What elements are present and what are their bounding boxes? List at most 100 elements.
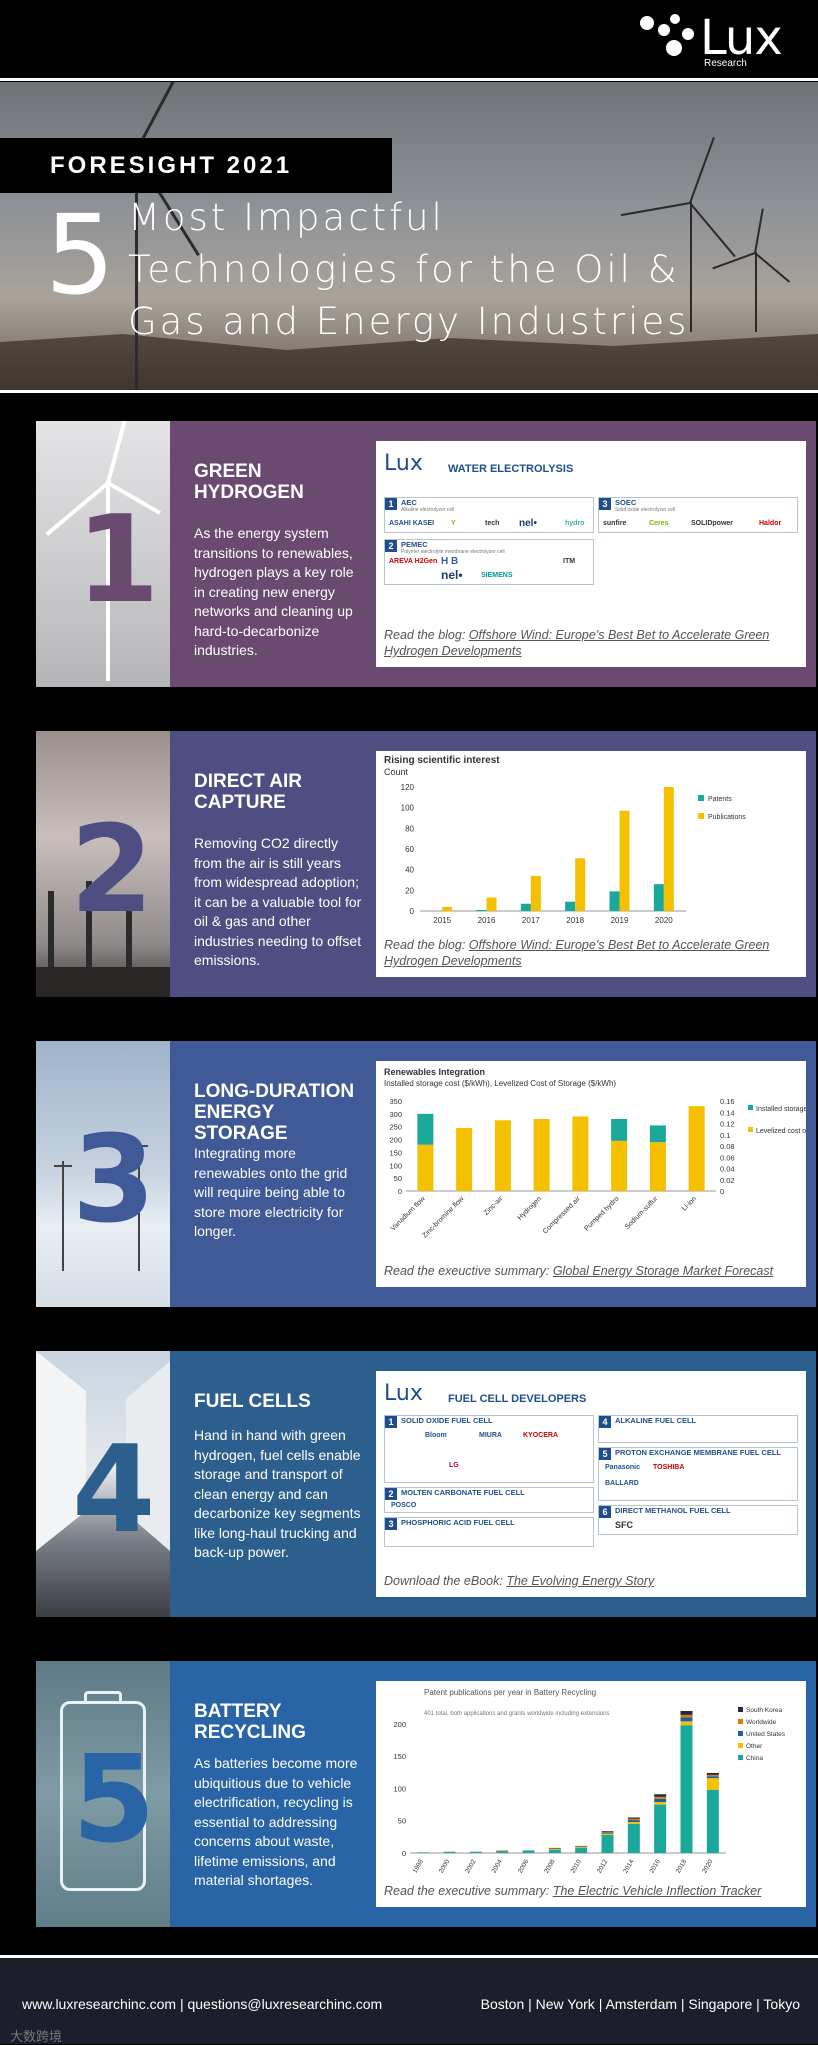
section-direct-air-capture: 2 DIRECT AIR CAPTURE Removing CO2 direct…: [36, 731, 816, 997]
bar: [706, 1772, 719, 1775]
company-logo: Haldor: [759, 520, 782, 527]
chart-title: Renewables Integration: [384, 1067, 485, 1077]
x-tick-label: 2004: [491, 1858, 504, 1874]
category-label: PHOSPHORIC ACID FUEL CELL: [401, 1518, 515, 1527]
category-label: MOLTEN CARBONATE FUEL CELL: [401, 1488, 525, 1497]
y-tick-label: 40: [405, 866, 414, 875]
bar: [627, 1823, 640, 1853]
ebook-link[interactable]: Download the eBook: The Evolving Energy …: [384, 1573, 784, 1589]
bar: [680, 1717, 693, 1722]
summary-link[interactable]: Read the exeuctive summary: Global Energ…: [384, 1263, 804, 1279]
x-tick-label: Hydrogen: [517, 1195, 543, 1221]
link-text[interactable]: The Evolving Energy Story: [506, 1574, 655, 1588]
y-tick-label: 200: [393, 1720, 406, 1729]
x-tick-label: 2000: [438, 1858, 451, 1874]
section-fuel-cells: 4 FUEL CELLS Hand in hand with green hyd…: [36, 1351, 816, 1617]
bar: [706, 1776, 719, 1779]
company-logo: H B: [441, 556, 459, 567]
section-image: 1: [36, 421, 170, 687]
section-energy-storage: 3 LONG-DURATION ENERGY STORAGE Integrati…: [36, 1041, 818, 1307]
link-text[interactable]: Offshore Wind: Europe's Best Bet to Acce…: [384, 938, 770, 968]
bar: [486, 897, 497, 911]
summary-link[interactable]: Read the executive summary: The Electric…: [384, 1883, 804, 1899]
lux-logo[interactable]: Lux Research: [640, 10, 790, 70]
bar: [680, 1721, 693, 1726]
chart-card: Rising scientific interest Count 0 20 40 60 80…: [376, 751, 806, 977]
bar: [649, 1125, 666, 1143]
x-tick-label: 2015: [433, 916, 451, 925]
bar: [706, 1774, 719, 1777]
foresight-tag: FORESIGHT 2021: [0, 138, 392, 193]
bar: [649, 1142, 666, 1191]
blog-link[interactable]: Read the blog: Offshore Wind: Europe's B…: [384, 627, 784, 659]
bar: [680, 1725, 693, 1853]
bar: [601, 1831, 614, 1832]
link-text[interactable]: Offshore Wind: Europe's Best Bet to Acce…: [384, 628, 770, 658]
legend-swatch: [698, 813, 704, 819]
footer: www.luxresearchinc.com | questions@luxre…: [0, 1958, 818, 2044]
bar: [565, 901, 576, 911]
y-tick-label: 150: [389, 1148, 402, 1157]
section-number: 1: [76, 491, 160, 630]
legend-label: Worldwide: [746, 1719, 777, 1726]
hero-number: 5: [45, 191, 115, 319]
legend-label: Publications: [708, 814, 746, 821]
legend-swatch: [738, 1719, 743, 1724]
company-logo: Panasonic: [605, 1464, 641, 1471]
bar: [663, 787, 674, 911]
category-number: 4: [599, 1416, 611, 1428]
hero-title: Most Impactful Technologies for the Oil …: [128, 196, 690, 343]
y2-tick-label: 0.08: [720, 1142, 735, 1151]
bar: [601, 1833, 614, 1835]
x-tick-label: 2018: [675, 1858, 688, 1874]
category-label: DIRECT METHANOL FUEL CELL: [615, 1506, 731, 1515]
bar: [496, 1851, 509, 1853]
x-tick-label: 2002: [464, 1858, 477, 1874]
chart-subtitle: Installed storage cost ($/kWh), Levelize…: [384, 1079, 616, 1088]
bar: [548, 1849, 561, 1850]
divider: [0, 1955, 818, 1958]
chart-card: Patent publications per year in Battery …: [376, 1681, 806, 1907]
category-label: PROTON EXCHANGE MEMBRANE FUEL CELL: [615, 1448, 781, 1457]
y2-tick-label: 0.14: [720, 1108, 735, 1117]
bar: [442, 906, 453, 911]
x-tick-label: 2006: [517, 1858, 530, 1874]
logo-sub: Research: [704, 58, 747, 69]
section-text: Integrating more renewables onto the gri…: [194, 1145, 348, 1239]
section-body: FUEL CELLS Hand in hand with green hydro…: [170, 1351, 816, 1617]
section-number: 5: [72, 1731, 156, 1870]
blog-link[interactable]: Read the blog: Offshore Wind: Europe's B…: [384, 937, 784, 969]
category-sub: Alkaline electrolyzer cell: [401, 507, 455, 513]
bar: [601, 1832, 614, 1834]
x-tick-label: 2018: [566, 916, 584, 925]
fuel-cell-card: Lux FUEL CELL DEVELOPERS 1 SOLID OXIDE F…: [376, 1371, 806, 1597]
section-battery-recycling: 5 BATTERY RECYCLING As batteries become …: [36, 1661, 816, 1927]
x-tick-label: 2014: [622, 1858, 635, 1874]
electrolysis-card: Lux WATER ELECTROLYSIS 1 AEC Alkaline el…: [376, 441, 806, 667]
bar: [601, 1834, 614, 1853]
link-text[interactable]: Global Energy Storage Market Forecast: [552, 1264, 774, 1278]
chart-card: Renewables Integration Installed storage …: [376, 1061, 818, 1287]
bar: [417, 1852, 430, 1853]
chart-title: Rising scientific interest: [384, 755, 500, 766]
link-text[interactable]: The Electric Vehicle Inflection Tracker: [552, 1884, 762, 1898]
bar: [548, 1848, 561, 1850]
section-text: Hand in hand with green hydrogen, fuel c…: [194, 1427, 361, 1560]
section-title: FUEL CELLS: [194, 1391, 311, 1412]
legend-label: Patents: [708, 796, 732, 803]
legend-label: China: [746, 1755, 763, 1762]
company-logo: nel•: [519, 518, 537, 529]
footer-contact[interactable]: www.luxresearchinc.com | questions@luxre…: [22, 1996, 383, 2012]
link-prefix: Read the blog:: [384, 628, 469, 642]
bar: [496, 1850, 509, 1852]
y-tick-label: 80: [405, 824, 414, 833]
x-tick-label: Sodium-sulfur: [624, 1195, 660, 1231]
storage-chart: Renewables Integration Installed storage …: [384, 1067, 818, 1239]
logo-name: Lux: [700, 10, 783, 66]
y-tick-label: 20: [405, 886, 414, 895]
y2-tick-label: 0: [720, 1187, 724, 1196]
legend-label: Other: [746, 1743, 763, 1750]
section-body: BATTERY RECYCLING As batteries become mo…: [170, 1661, 816, 1927]
section-text: Removing CO2 directly from the air is st…: [194, 835, 362, 968]
section-image: 4: [36, 1351, 170, 1617]
